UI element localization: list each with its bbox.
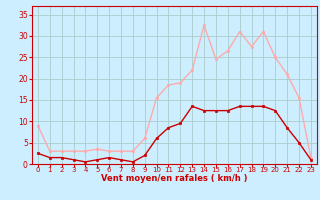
X-axis label: Vent moyen/en rafales ( km/h ): Vent moyen/en rafales ( km/h ) xyxy=(101,174,248,183)
